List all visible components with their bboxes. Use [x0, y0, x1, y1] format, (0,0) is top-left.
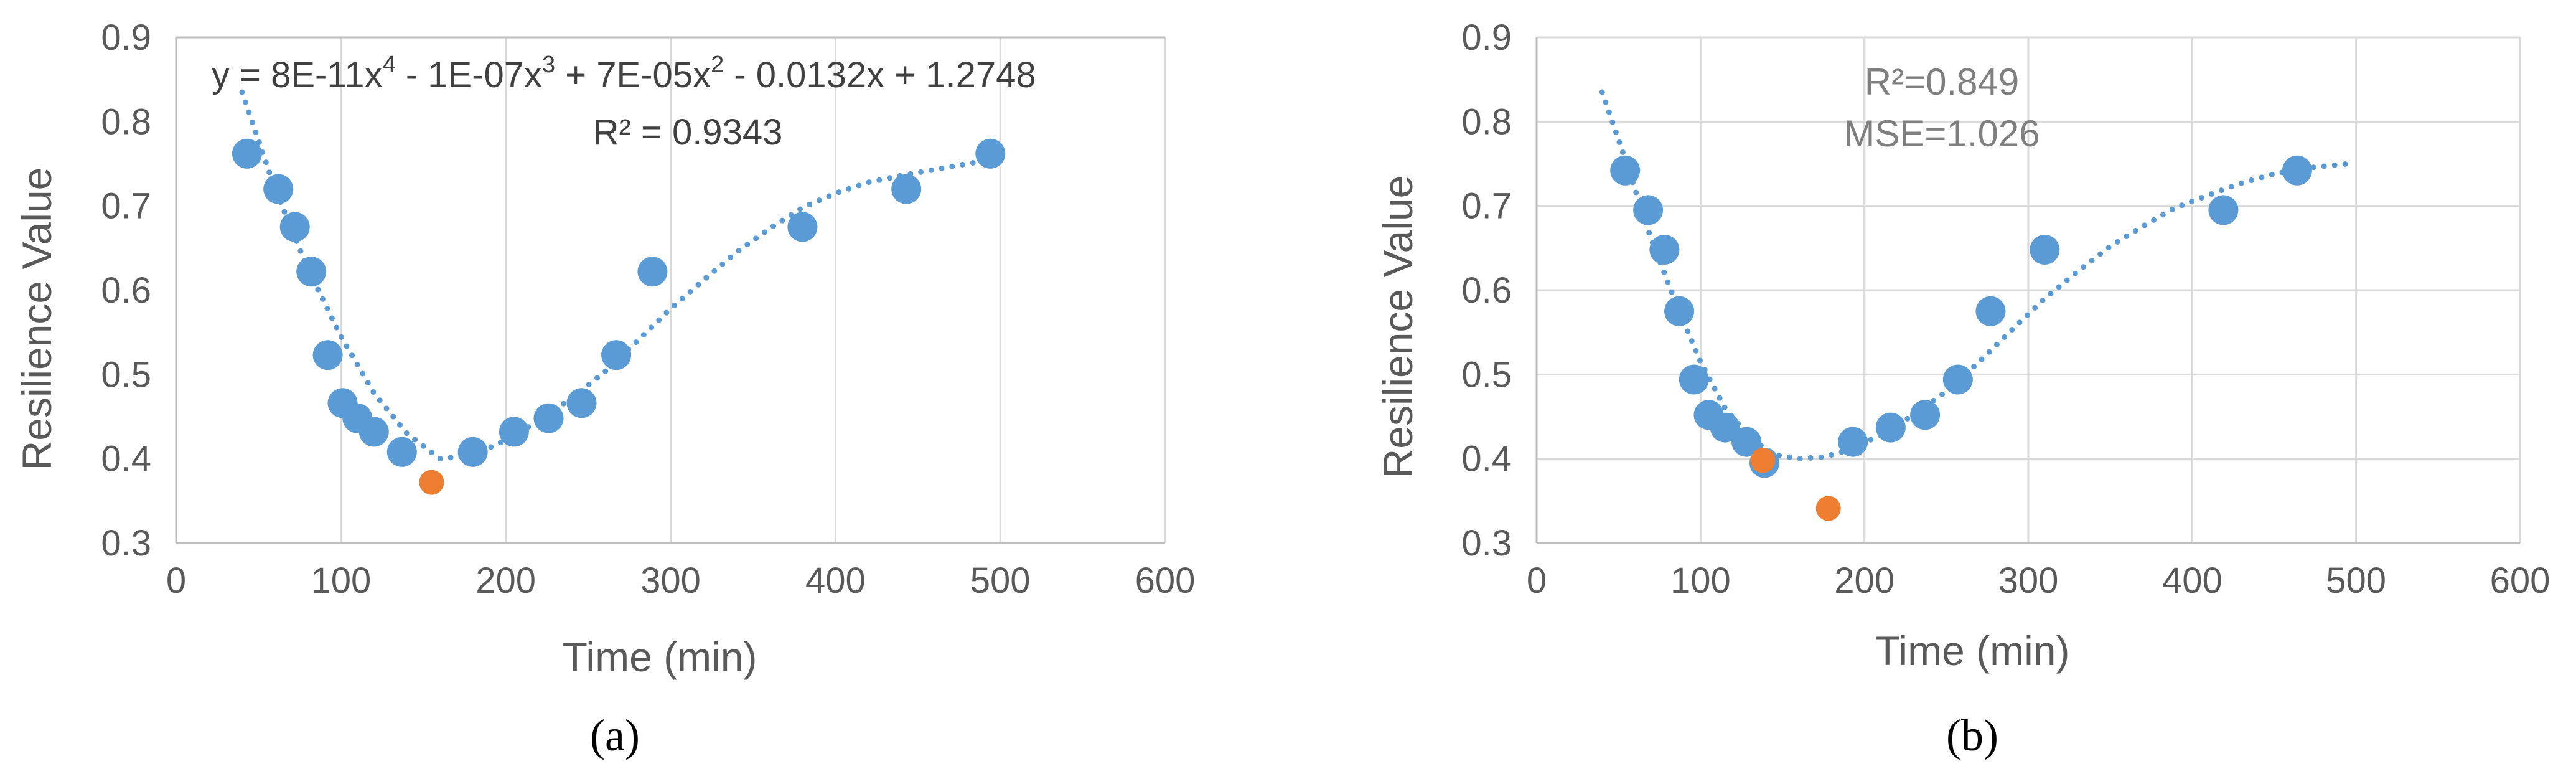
chart-b-point-s0-1 — [1633, 195, 1664, 225]
chart-b-point-s0-10 — [1875, 412, 1906, 443]
chart-a-y-tick-0.9: 0.9 — [101, 17, 151, 58]
chart-a-x-axis-title: Time (min) — [563, 634, 757, 680]
chart-b-point-s0-6 — [1710, 412, 1740, 443]
chart-b-point-s0-7 — [1731, 427, 1762, 457]
chart-b-y-tick-0.7: 0.7 — [1461, 186, 1512, 227]
chart-b-y-tick-0.8: 0.8 — [1461, 101, 1512, 142]
chart-a-caption: (a) — [590, 710, 640, 760]
chart-b-axes — [1535, 37, 2520, 544]
chart-a-y-axis-title: Resilience Value — [14, 168, 60, 471]
chart-a-x-tick-500: 500 — [970, 560, 1031, 601]
chart-b-mse: MSE=1.026 — [1843, 113, 2040, 154]
chart-b-x-tick-0: 0 — [1527, 560, 1547, 601]
chart-a-point-s0-15 — [787, 212, 818, 242]
chart-a-point-s0-1 — [263, 174, 294, 204]
chart-b-y-tick-0.4: 0.4 — [1461, 439, 1512, 479]
chart-panel-a: 0 100 200 300 400 500 600 0.3 0.4 0.5 0.6 0.7 0.8 0.… — [0, 0, 1245, 774]
chart-a-r-squared: R² = 0.9343 — [593, 112, 783, 153]
chart-a-point-s0-9 — [457, 437, 488, 467]
chart-a-points — [232, 138, 1006, 495]
chart-b-points — [1610, 155, 2312, 521]
chart-a-equation: y = 8E-11x4 - 1E-07x3 + 7E-05x2 - 0.0132… — [212, 52, 1036, 95]
chart-a-point-s0-3 — [296, 257, 327, 287]
chart-b-x-tick-400: 400 — [2162, 560, 2222, 601]
chart-a-x-tick-200: 200 — [475, 560, 536, 601]
chart-a-x-tick-400: 400 — [805, 560, 866, 601]
chart-a-y-tick-0.8: 0.8 — [101, 101, 151, 142]
chart-a-point-s0-4 — [312, 340, 343, 370]
chart-b-point-s0-2 — [1649, 235, 1680, 265]
chart-a-svg: 0 100 200 300 400 500 600 0.30.40.50.60.70.80.… — [14, 17, 1196, 760]
chart-b-point-s0-14 — [2030, 235, 2060, 265]
chart-a-y-tick-0.7: 0.7 — [101, 186, 151, 227]
chart-b-x-tick-300: 300 — [1998, 560, 2059, 601]
chart-panel-b: 0 100 200 300 400 500 600 0.3 0.4 0.5 0.6 0.7 0.8 0.… — [1288, 0, 2576, 774]
chart-a-x-tick-300: 300 — [640, 560, 701, 601]
chart-b-x-tick-600: 600 — [2490, 560, 2550, 601]
chart-b-x-tick-100: 100 — [1670, 560, 1731, 601]
chart-b-r-squared: R²=0.849 — [1865, 61, 2020, 103]
chart-b-y-tick-0.3: 0.3 — [1461, 523, 1512, 564]
chart-b-svg: 0 100 200 300 400 500 600 0.30.40.50.60.70.80.… — [1375, 17, 2550, 760]
chart-a-point-s1-0 — [419, 470, 444, 495]
chart-a-x-tick-100: 100 — [311, 560, 371, 601]
chart-b-point-s0-15 — [2208, 195, 2239, 225]
chart-b-point-s0-16 — [2282, 155, 2312, 186]
chart-a-point-s0-13 — [601, 340, 632, 370]
chart-a-y-tick-0.5: 0.5 — [101, 354, 151, 395]
chart-a-point-s0-11 — [533, 403, 564, 433]
chart-a-point-s0-0 — [232, 138, 262, 169]
chart-b-y-tick-0.6: 0.6 — [1461, 270, 1512, 311]
chart-a-y-ticks: 0.3 0.4 0.5 0.6 0.7 0.8 0.9 — [101, 17, 151, 564]
chart-b-point-s0-0 — [1610, 155, 1641, 186]
chart-a-axes — [175, 36, 1165, 544]
chart-b-y-tick-0.5: 0.5 — [1461, 354, 1512, 395]
chart-a-x-tick-0: 0 — [166, 560, 186, 601]
chart-b-y-axis-title: Resilience Value — [1375, 176, 1421, 479]
chart-a-x-tick-600: 600 — [1135, 560, 1196, 601]
chart-b-x-axis-title: Time (min) — [1875, 628, 2070, 674]
chart-a-point-s0-10 — [499, 417, 529, 447]
chart-b-point-s0-12 — [1942, 364, 1973, 395]
chart-a-point-s0-8 — [386, 437, 417, 467]
chart-a-x-ticks: 0 100 200 300 400 500 600 — [166, 560, 1196, 601]
chart-a-point-s0-17 — [975, 138, 1006, 169]
chart-b-x-ticks: 0 100 200 300 400 500 600 — [1527, 560, 2550, 601]
chart-a-point-s0-12 — [566, 388, 597, 418]
chart-b-x-tick-200: 200 — [1834, 560, 1895, 601]
chart-b-x-tick-500: 500 — [2326, 560, 2386, 601]
chart-a-y-tick-0.6: 0.6 — [101, 270, 151, 311]
chart-b-point-s0-9 — [1838, 427, 1868, 457]
chart-b-y-ticks: 0.3 0.4 0.5 0.6 0.7 0.8 0.9 — [1461, 17, 1512, 564]
chart-b-point-s0-11 — [1910, 400, 1941, 430]
chart-b-point-s0-13 — [1975, 296, 2006, 326]
chart-b-caption: (b) — [1946, 710, 1998, 760]
chart-a-point-s0-14 — [637, 257, 668, 287]
chart-a-grid — [340, 37, 1166, 543]
chart-b-point-s1-1 — [1815, 496, 1841, 521]
chart-b-point-s0-4 — [1679, 364, 1709, 395]
chart-b-point-s0-3 — [1664, 296, 1695, 326]
chart-a-point-s0-2 — [279, 212, 310, 242]
chart-a-y-tick-0.4: 0.4 — [101, 439, 151, 479]
chart-b-point-s1-0 — [1750, 448, 1776, 473]
chart-a-point-s0-16 — [891, 174, 922, 204]
chart-a-point-s0-7 — [358, 417, 389, 447]
chart-a-y-tick-0.3: 0.3 — [101, 523, 151, 564]
chart-b-y-tick-0.9: 0.9 — [1461, 17, 1512, 58]
